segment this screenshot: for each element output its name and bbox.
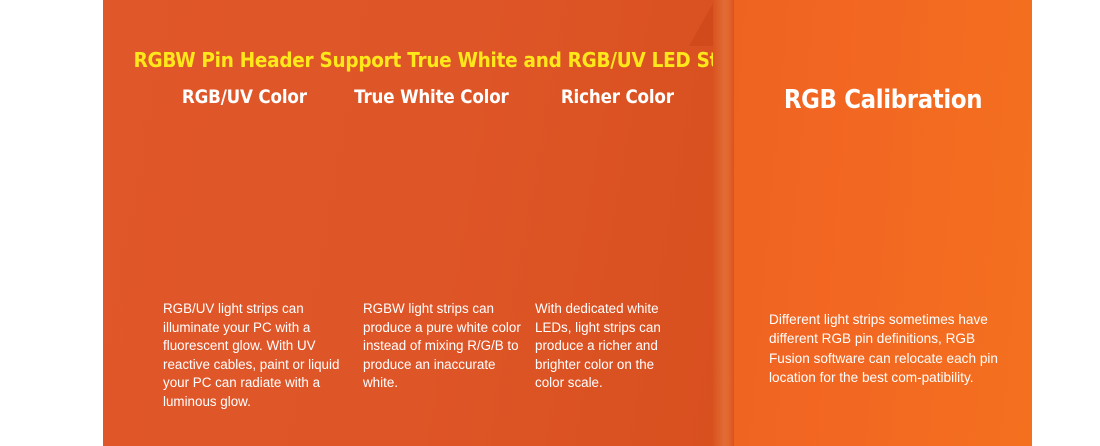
right-panel-heading: RGB Calibration	[783, 85, 983, 115]
panel-corner-wedge	[689, 0, 715, 46]
column-body-true-white-color: RGBW light strips can produce a pure whi…	[363, 301, 521, 391]
column-headings-row: RGB/UV Color True White Color Richer Col…	[151, 86, 711, 108]
seam-highlight	[713, 0, 734, 446]
left-panel-headline: RGBW Pin Header Support True White and R…	[133, 48, 715, 72]
column-heading-rgb-uv-color: RGB/UV Color	[181, 86, 307, 108]
right-panel-body: Different light strips sometimes have di…	[769, 312, 998, 386]
column-heading-true-white-color: True White Color	[353, 86, 509, 108]
column-body-richer-color: With dedicated white LEDs, light strips …	[535, 301, 661, 391]
column-heading-richer-color: Richer Color	[561, 86, 675, 108]
panel-seam-band	[713, 0, 734, 446]
right-feature-panel: RGB Calibration Different light strips s…	[734, 0, 1032, 446]
left-feature-panel: RGBW Pin Header Support True White and R…	[103, 0, 715, 446]
column-body-rgb-uv-color: RGB/UV light strips can illuminate your …	[163, 301, 340, 409]
column-bodies-row: RGB/UV light strips can illuminate your …	[163, 300, 715, 412]
